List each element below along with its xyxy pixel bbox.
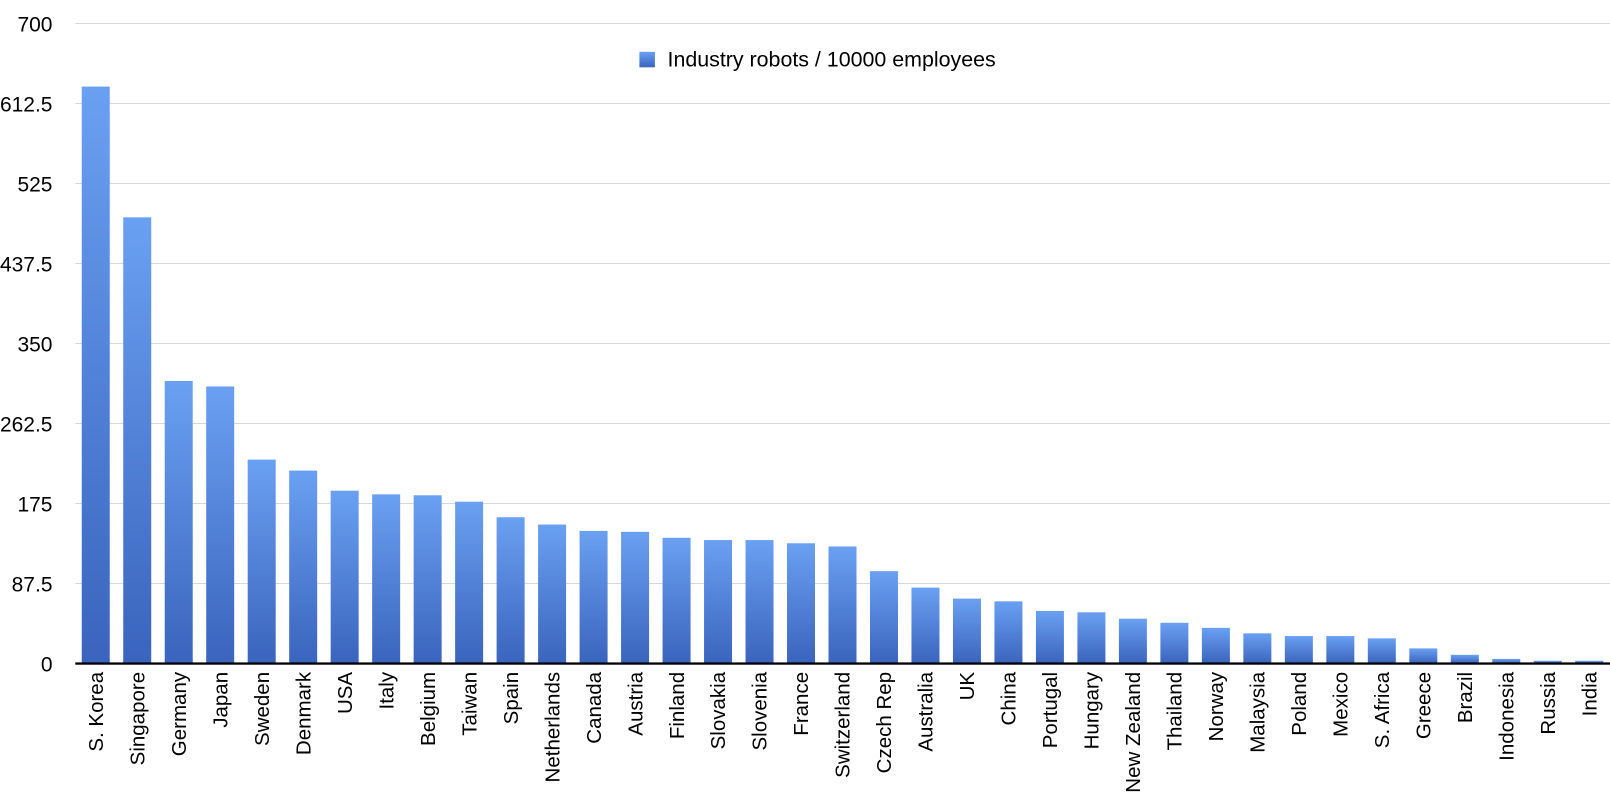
svg-text:Belgium: Belgium xyxy=(417,672,440,746)
svg-text:Spain: Spain xyxy=(500,672,523,724)
svg-text:Thailand: Thailand xyxy=(1164,672,1187,751)
svg-text:UK: UK xyxy=(956,672,979,701)
svg-text:Japan: Japan xyxy=(209,672,232,728)
svg-text:0: 0 xyxy=(41,653,53,676)
svg-text:Taiwan: Taiwan xyxy=(458,672,481,736)
svg-text:France: France xyxy=(790,672,813,736)
svg-text:Germany: Germany xyxy=(168,671,191,756)
svg-text:Canada: Canada xyxy=(583,671,606,743)
svg-text:Slovakia: Slovakia xyxy=(707,671,730,749)
svg-text:Portugal: Portugal xyxy=(1039,672,1062,748)
svg-text:87.5: 87.5 xyxy=(12,573,53,596)
svg-text:Italy: Italy xyxy=(375,671,398,709)
svg-text:China: China xyxy=(998,671,1021,725)
svg-text:Denmark: Denmark xyxy=(292,671,315,755)
svg-text:Malaysia: Malaysia xyxy=(1247,671,1270,752)
svg-text:525: 525 xyxy=(17,173,52,196)
svg-text:Greece: Greece xyxy=(1413,672,1436,739)
svg-text:262.5: 262.5 xyxy=(0,413,53,436)
svg-text:175: 175 xyxy=(17,493,52,516)
svg-text:Switzerland: Switzerland xyxy=(832,672,855,778)
svg-text:Mexico: Mexico xyxy=(1330,672,1353,737)
svg-text:350: 350 xyxy=(17,333,52,356)
svg-text:612.5: 612.5 xyxy=(0,93,53,116)
svg-text:Austria: Austria xyxy=(624,671,647,735)
svg-text:Hungary: Hungary xyxy=(1081,671,1104,749)
svg-text:Singapore: Singapore xyxy=(126,672,149,765)
svg-text:New Zealand: New Zealand xyxy=(1122,672,1145,793)
svg-text:S. Korea: S. Korea xyxy=(85,671,108,751)
svg-text:Sweden: Sweden xyxy=(251,672,274,746)
svg-text:Slovenia: Slovenia xyxy=(749,671,772,750)
svg-text:Australia: Australia xyxy=(915,671,938,751)
svg-text:Indonesia: Indonesia xyxy=(1495,671,1518,761)
svg-text:Czech Rep: Czech Rep xyxy=(873,672,896,773)
svg-text:Poland: Poland xyxy=(1288,672,1311,736)
svg-text:437.5: 437.5 xyxy=(0,253,53,276)
svg-text:Brazil: Brazil xyxy=(1454,672,1477,723)
svg-text:700: 700 xyxy=(17,13,52,36)
svg-text:India: India xyxy=(1578,671,1601,716)
svg-text:Norway: Norway xyxy=(1205,671,1228,741)
svg-text:S. Africa: S. Africa xyxy=(1371,671,1394,748)
svg-text:Finland: Finland xyxy=(666,672,689,739)
svg-text:USA: USA xyxy=(334,672,357,714)
svg-text:Russia: Russia xyxy=(1537,671,1560,734)
svg-text:Netherlands: Netherlands xyxy=(541,672,564,783)
svg-text:Industry robots / 10000 employ: Industry robots / 10000 employees xyxy=(668,47,996,71)
